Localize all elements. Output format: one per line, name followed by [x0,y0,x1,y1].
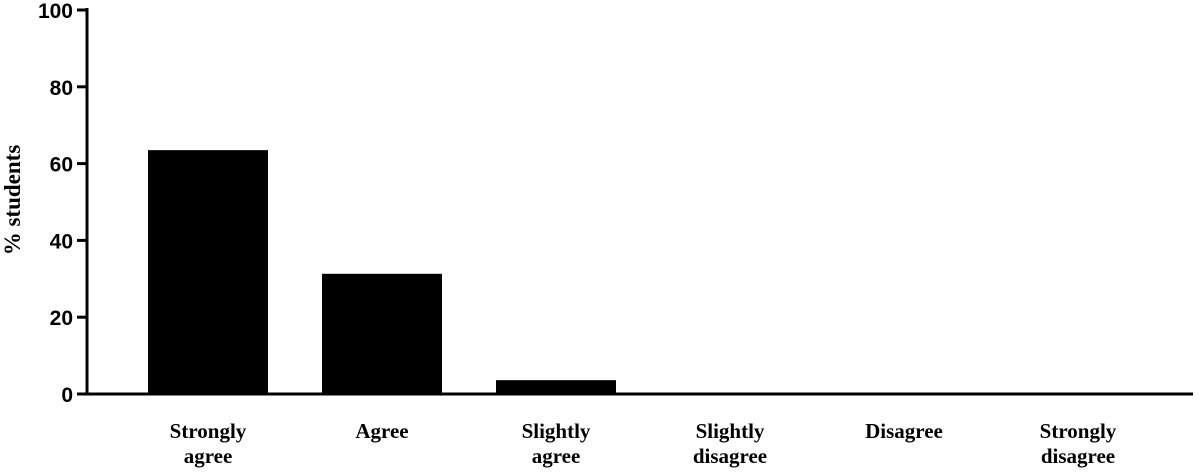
y-tick-label: 40 [50,230,73,253]
y-tick-label: 20 [50,307,73,330]
y-tick-label: 0 [61,384,73,407]
y-axis-title: % students [0,145,25,256]
y-tick-label: 60 [50,154,73,177]
x-axis-labels: Strongly agree Agree Slightly agree Slightly d… [170,419,1117,468]
y-axis-ticks: 0 20 40 60 80 100 [38,0,87,407]
x-tick-label: Disagree [865,419,943,443]
bars [148,150,616,394]
bar [496,380,616,394]
y-tick-label: 100 [38,0,73,23]
bar [148,150,268,394]
x-tick-label: Strongly agree [170,419,247,468]
x-tick-label: Slightly disagree [693,419,767,468]
bar [322,273,442,394]
y-tick-label: 80 [50,77,73,100]
x-tick-label: Slightly agree [522,419,591,468]
x-tick-label: Agree [355,419,408,443]
x-tick-label: Strongly disagree [1040,419,1117,468]
